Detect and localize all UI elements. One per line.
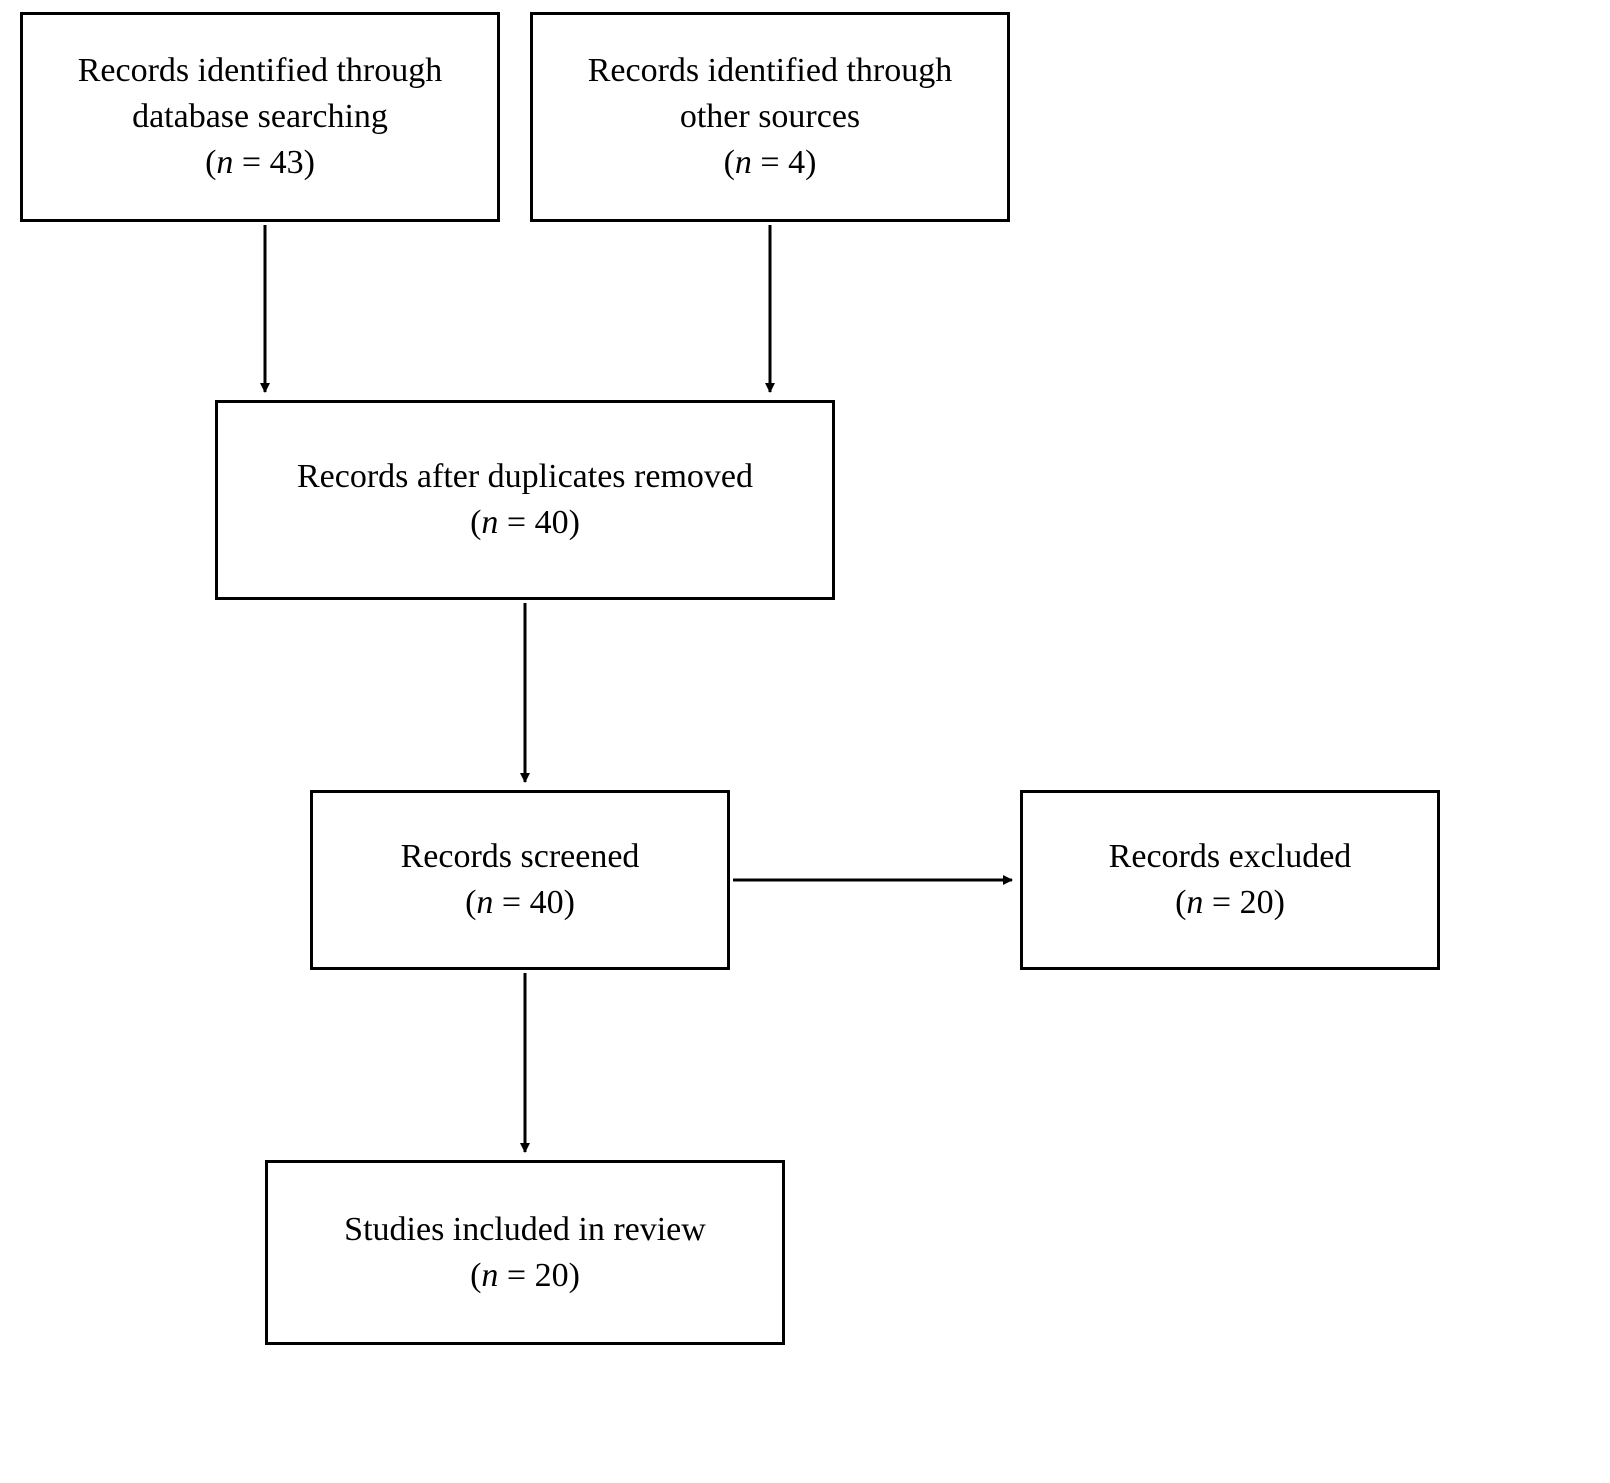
node-other-sources-text: Records identified through other sources… [588, 48, 952, 186]
node-other-sources-nlabel: n [735, 144, 752, 181]
node-excluded: Records excluded (n = 20) [1020, 790, 1440, 970]
node-duplicates-nvalue: = 40 [498, 504, 568, 541]
node-excluded-text: Records excluded (n = 20) [1109, 834, 1352, 926]
node-duplicates: Records after duplicates removed (n = 40… [215, 400, 835, 600]
node-other-sources: Records identified through other sources… [530, 12, 1010, 222]
node-duplicates-line1: Records after duplicates removed [297, 458, 753, 495]
node-duplicates-nlabel: n [481, 504, 498, 541]
node-excluded-nlabel: n [1186, 884, 1203, 921]
node-included-nvalue: = 20 [498, 1257, 568, 1294]
node-db-search-nvalue: = 43 [233, 144, 303, 181]
node-screened-text: Records screened (n = 40) [401, 834, 640, 926]
arrow-db-to-dup [0, 0, 1610, 1483]
node-included-line1: Studies included in review [344, 1211, 706, 1248]
node-db-search-nlabel: n [216, 144, 233, 181]
node-db-search: Records identified through database sear… [20, 12, 500, 222]
node-db-search-line2: database searching [132, 98, 388, 135]
node-db-search-line1: Records identified through [78, 52, 442, 89]
node-included-nlabel: n [481, 1257, 498, 1294]
node-other-sources-line1: Records identified through [588, 52, 952, 89]
node-excluded-line1: Records excluded [1109, 838, 1352, 875]
node-other-sources-nvalue: = 4 [752, 144, 805, 181]
node-duplicates-text: Records after duplicates removed (n = 40… [297, 454, 753, 546]
node-excluded-nvalue: = 20 [1203, 884, 1273, 921]
node-db-search-text: Records identified through database sear… [78, 48, 442, 186]
node-included: Studies included in review (n = 20) [265, 1160, 785, 1345]
node-screened-nvalue: = 40 [493, 884, 563, 921]
node-screened-line1: Records screened [401, 838, 640, 875]
node-other-sources-line2: other sources [680, 98, 860, 135]
node-screened: Records screened (n = 40) [310, 790, 730, 970]
node-included-text: Studies included in review (n = 20) [344, 1207, 706, 1299]
node-screened-nlabel: n [476, 884, 493, 921]
